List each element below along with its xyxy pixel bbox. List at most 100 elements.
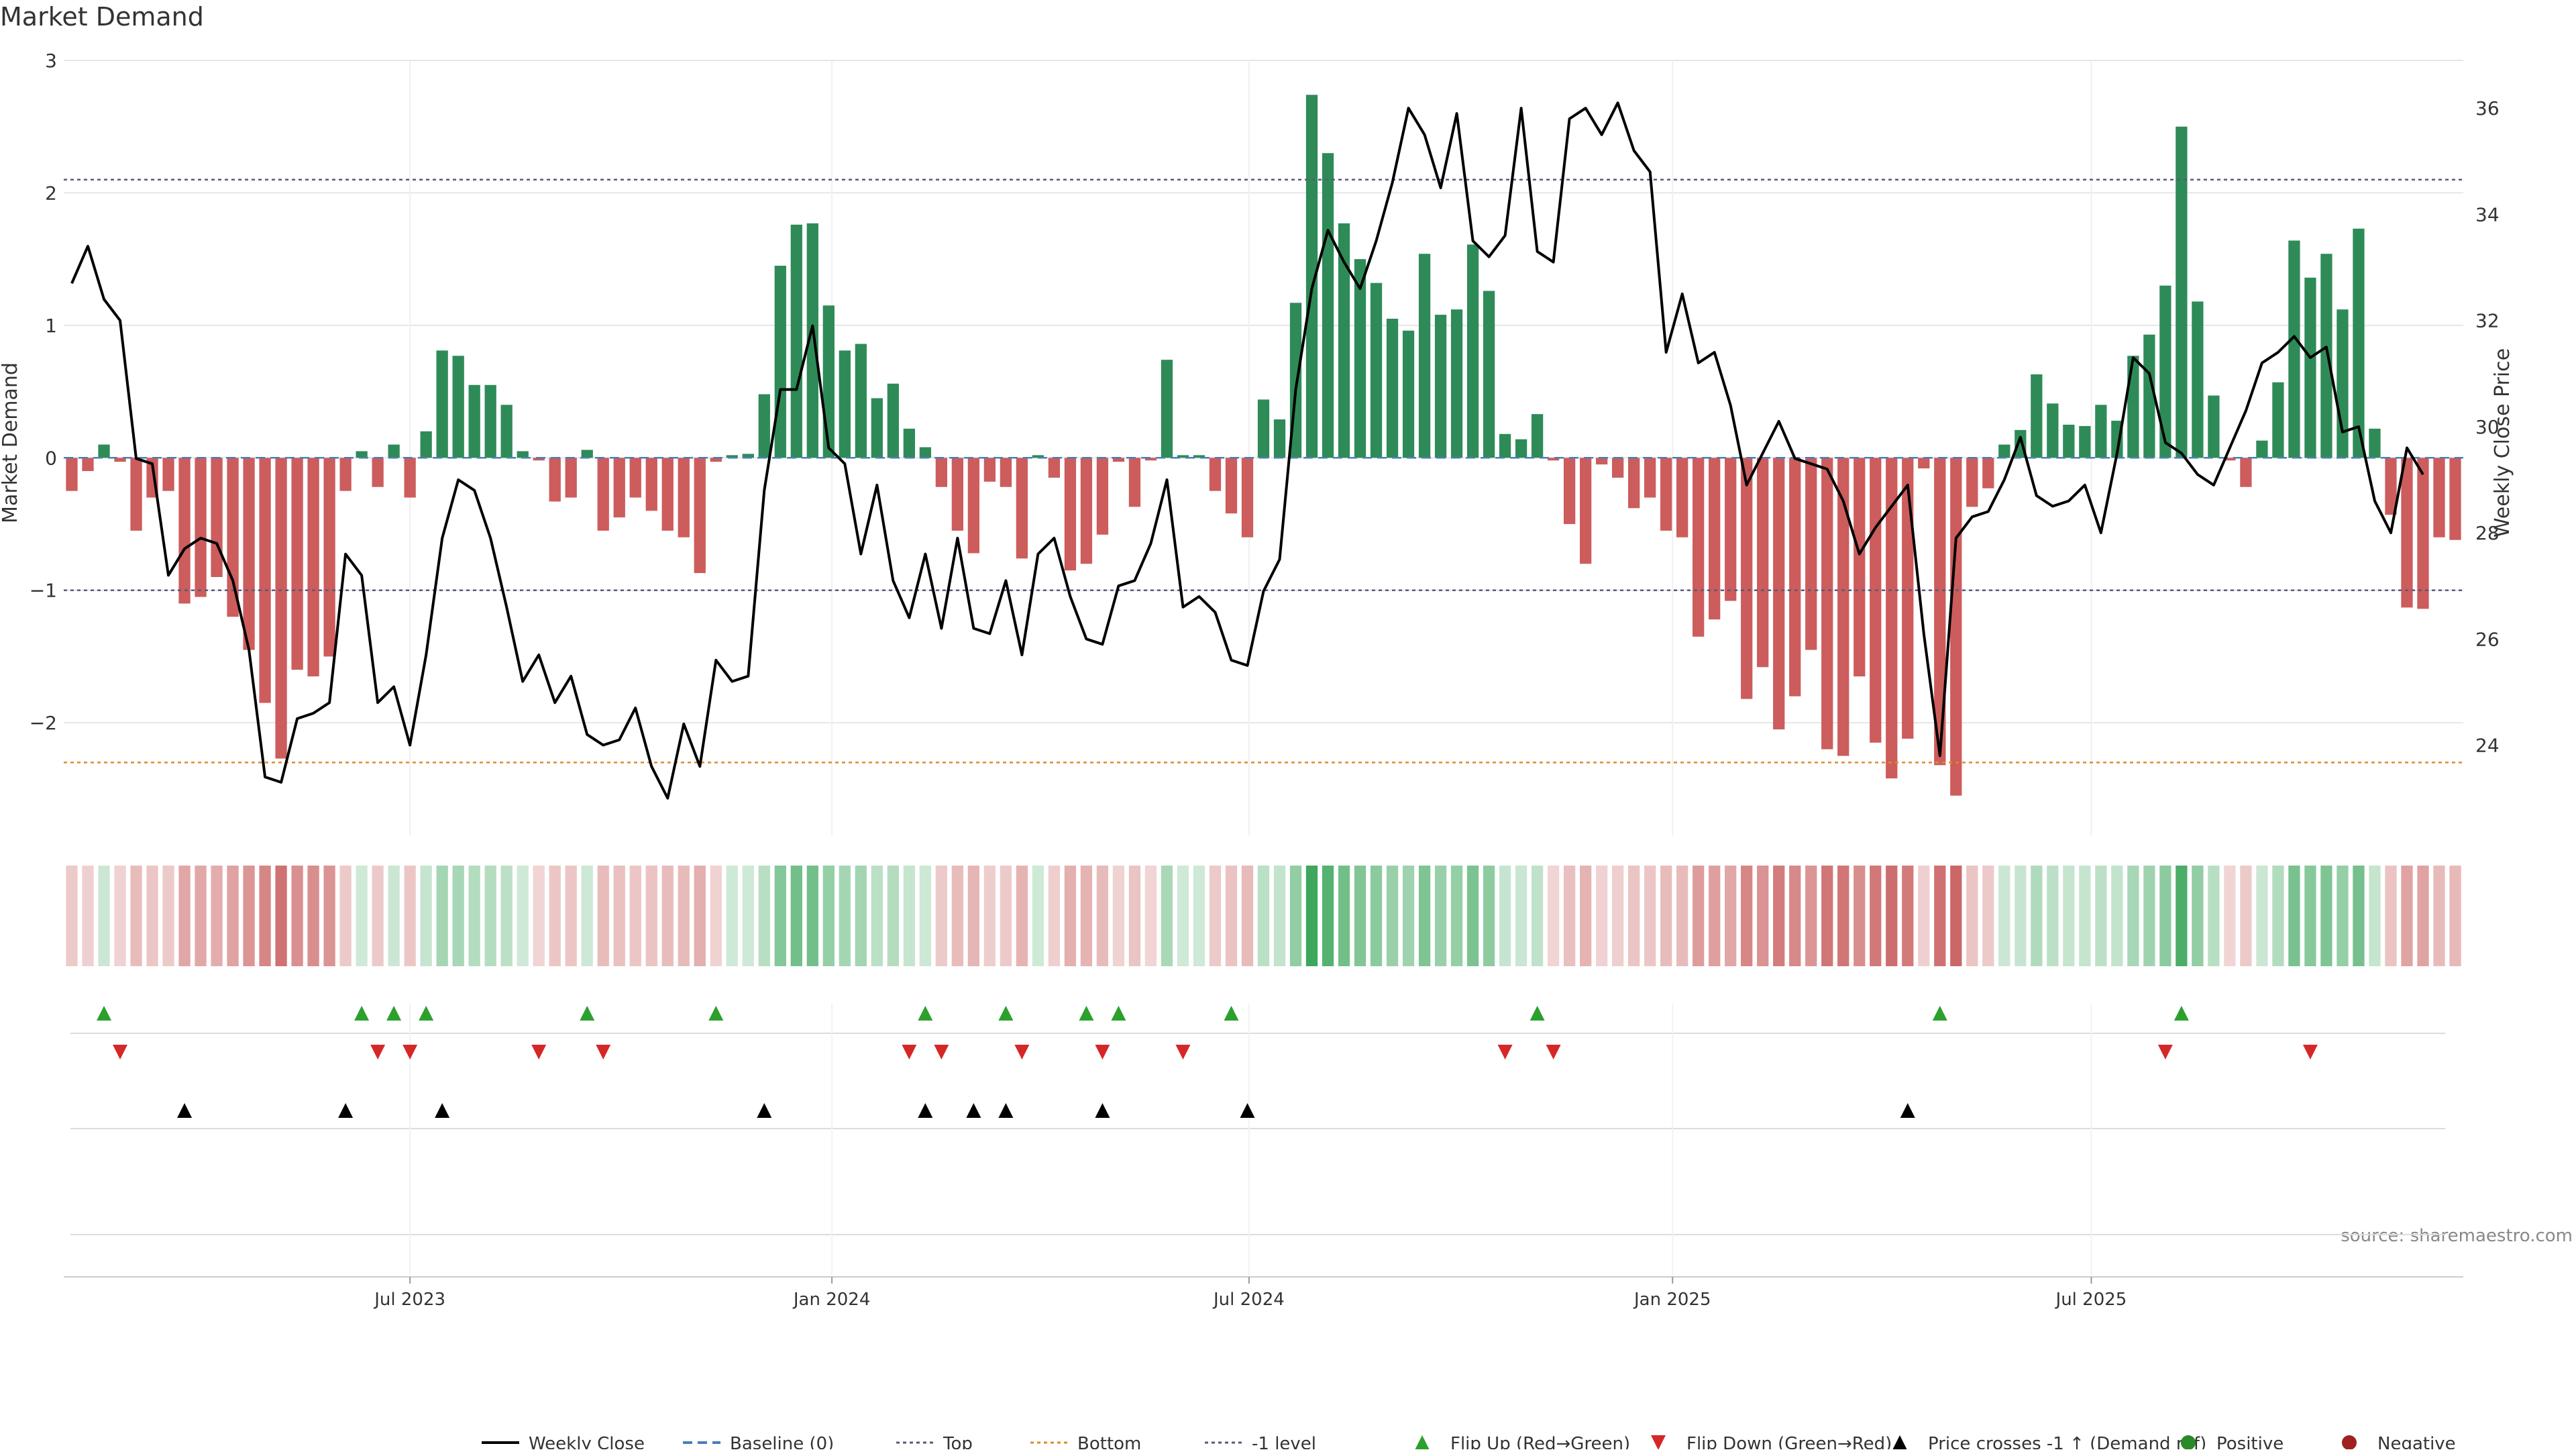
heat-cell (533, 866, 545, 966)
heat-cell (1450, 866, 1463, 966)
demand-bar (2047, 403, 2059, 458)
heat-cell (2031, 866, 2043, 966)
demand-bar (1757, 458, 1769, 668)
flip-up-marker (1079, 1006, 1094, 1021)
demand-bar (243, 458, 255, 650)
heat-cell (146, 866, 158, 966)
heat-cell (806, 866, 818, 966)
y-axis-label: Market Demand (0, 362, 22, 523)
legend-label: Flip Up (Red→Green) (1450, 1434, 1630, 1449)
demand-bar (581, 450, 593, 458)
heat-cell (372, 866, 384, 966)
demand-bar (1354, 259, 1366, 458)
demand-bar (2337, 309, 2349, 458)
heat-cell (82, 866, 94, 966)
heat-cell (903, 866, 915, 966)
flip-up-marker (918, 1006, 933, 1021)
heat-cell (1225, 866, 1238, 966)
demand-bar (2176, 126, 2188, 458)
flip-up-marker (2174, 1006, 2189, 1021)
flip-down-marker (1546, 1045, 1561, 1059)
demand-bar (420, 431, 432, 458)
heat-cell (1434, 866, 1447, 966)
heat-cell (549, 866, 561, 966)
heat-cell (436, 866, 448, 966)
demand-bar (1338, 223, 1350, 458)
demand-bar (2095, 405, 2107, 458)
heat-cell (500, 866, 513, 966)
chart-title: Market Demand (0, 2, 204, 32)
heat-cell (420, 866, 432, 966)
heat-cell (2401, 866, 2413, 966)
demand-bar (372, 458, 384, 487)
heat-cell (2079, 866, 2091, 966)
demand-bar (1434, 315, 1447, 458)
demand-bar (1144, 458, 1157, 461)
heat-cell (1048, 866, 1061, 966)
x-axis: Jul 2023 Jan 2024 Jul 2024 Jan 2025 Jul 2025 (64, 1276, 2463, 1310)
demand-bar (2079, 425, 2091, 458)
demand-bar (1386, 319, 1399, 458)
heat-cell (2047, 866, 2059, 966)
price-cross-marker (998, 1103, 1014, 1118)
heat-cell (1789, 866, 1801, 966)
flip-up-marker (708, 1006, 724, 1021)
heat-cell (790, 866, 802, 966)
heat-cell (1177, 866, 1189, 966)
heat-cell (1998, 866, 2010, 966)
heat-cell (1418, 866, 1431, 966)
heat-cell (243, 866, 255, 966)
demand-bar (1612, 458, 1624, 478)
demand-bar (339, 458, 352, 491)
demand-bar (1499, 433, 1511, 458)
flip-up-marker (580, 1006, 595, 1021)
demand-bar (2417, 458, 2429, 609)
demand-bar (2143, 334, 2155, 458)
demand-bar (1950, 458, 1962, 796)
heat-cell (1289, 866, 1302, 966)
flip-down-marker (1014, 1045, 1030, 1059)
heat-cell (2143, 866, 2155, 966)
heat-cell (774, 866, 786, 966)
demand-bar (1080, 458, 1093, 564)
flip-down-marker (113, 1045, 128, 1059)
y-tick-label: −2 (30, 712, 57, 734)
demand-bar (2256, 440, 2268, 458)
heat-cell (1322, 866, 1334, 966)
demand-bar (2240, 458, 2252, 487)
demand-bar (1128, 458, 1141, 507)
demand-bar (2272, 382, 2284, 458)
heat-cell (1402, 866, 1415, 966)
demand-bar (1000, 458, 1012, 487)
demand-bar (2401, 458, 2413, 608)
heat-cell (887, 866, 899, 966)
demand-bar (1096, 458, 1109, 535)
demand-bar (1886, 458, 1898, 779)
legend-swatch (2342, 1435, 2357, 1450)
heat-cell (710, 866, 722, 966)
demand-bar (1870, 458, 1882, 743)
heat-cell (2288, 866, 2300, 966)
legend: Weekly Close Baseline (0) Top Bottom -1 leve… (482, 1434, 2456, 1452)
demand-bar (1322, 153, 1334, 458)
demand-bar (517, 451, 529, 458)
heat-cell (2208, 866, 2220, 966)
demand-bar (533, 458, 545, 461)
demand-bar (710, 458, 722, 462)
heat-cell (1354, 866, 1366, 966)
heat-cell (1934, 866, 1946, 966)
flip-up-marker (998, 1006, 1014, 1021)
legend-item: Price crosses -1 ↑ (Demand ref) (1892, 1434, 2206, 1452)
heat-cell (871, 866, 883, 966)
heat-cell (565, 866, 577, 966)
demand-bar (1676, 458, 1688, 537)
heat-cell (1257, 866, 1270, 966)
heat-cell (259, 866, 271, 966)
legend-label: Flip Down (Green→Red) (1686, 1434, 1892, 1449)
heat-cell (2015, 866, 2027, 966)
demand-bar (1966, 458, 1978, 507)
heat-cell (1563, 866, 1576, 966)
demand-bar (1466, 244, 1479, 458)
